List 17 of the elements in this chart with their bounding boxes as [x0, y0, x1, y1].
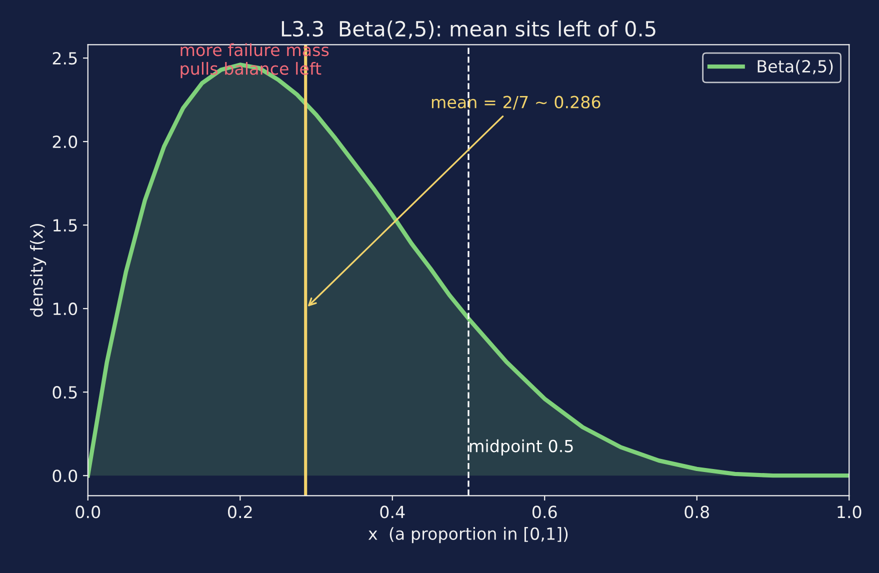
- x-tick-label: 1.0: [838, 506, 862, 518]
- y-tick-label: 2.5: [52, 52, 77, 65]
- y-tick-label: 0.5: [52, 386, 77, 399]
- x-tick-label: 0.2: [228, 506, 252, 518]
- x-axis-title: x (a proportion in [0,1]): [368, 527, 568, 544]
- ref-line-label: midpoint 0.5: [470, 439, 573, 456]
- x-tick-label: 0.4: [380, 506, 405, 518]
- x-tick-label: 0.8: [684, 506, 709, 518]
- y-tick-label: 2.0: [52, 136, 78, 148]
- y-tick-label: 1.0: [54, 302, 78, 316]
- x-tick-label: 0.6: [532, 506, 557, 518]
- y-axis-title: density f(x): [30, 224, 46, 317]
- x-tick-label: 0.0: [76, 506, 100, 518]
- y-tick-label: 0.0: [52, 470, 78, 482]
- y-tick-label: 1.5: [54, 219, 77, 232]
- legend-label: Beta(2,5): [758, 60, 833, 75]
- chart-title: L3.3 Beta(2,5): mean sits left of 0.5: [282, 20, 656, 40]
